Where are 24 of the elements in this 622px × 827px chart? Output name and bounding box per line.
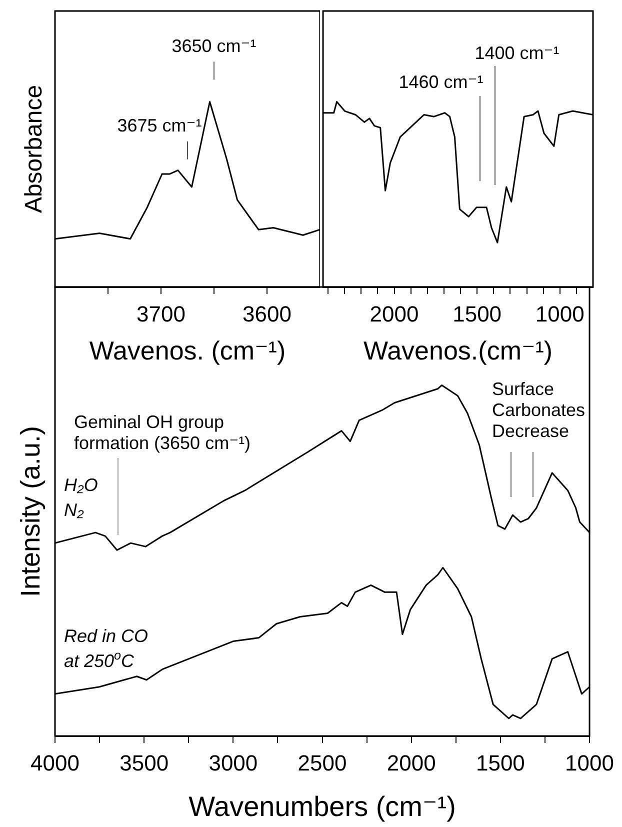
x-tick-label: 3700 xyxy=(136,301,186,326)
x-tick-label: 2000 xyxy=(386,750,436,776)
annotation: Geminal OH group formation (3650 cm⁻¹) xyxy=(74,412,251,453)
x-tick-label: 1500 xyxy=(452,301,502,326)
annotation: 3675 cm⁻¹ xyxy=(117,115,202,136)
x-tick-label: 1000 xyxy=(565,750,614,776)
x-tick-label: 2000 xyxy=(370,301,419,326)
x-tick-label: 3000 xyxy=(208,750,258,776)
x-tick-label: 3600 xyxy=(242,301,292,326)
x-axis-title: Wavenos.(cm⁻¹) xyxy=(364,336,553,366)
y-axis-title: Intensity (a.u.) xyxy=(15,426,46,598)
series-label: H₂O N₂ xyxy=(64,475,98,520)
x-axis-title: Wavenos. (cm⁻¹) xyxy=(89,336,286,366)
x-tick-label: 3500 xyxy=(120,750,169,776)
text: 1400 cm⁻¹ xyxy=(474,43,560,63)
x-tick-label: 1500 xyxy=(476,750,525,776)
y-axis-title: Absorbance xyxy=(20,84,48,214)
x-tick-label: 2500 xyxy=(298,750,347,776)
x-tick-label: 1000 xyxy=(535,301,584,326)
annotation: Surface Carbonates Decrease xyxy=(492,379,586,441)
annotation: 3650 cm⁻¹ xyxy=(172,36,256,56)
x-axis-title: Wavenumbers (cm⁻¹) xyxy=(188,790,456,822)
x-tick-label: 4000 xyxy=(30,750,80,776)
text: 1460 cm⁻¹ xyxy=(398,72,484,92)
